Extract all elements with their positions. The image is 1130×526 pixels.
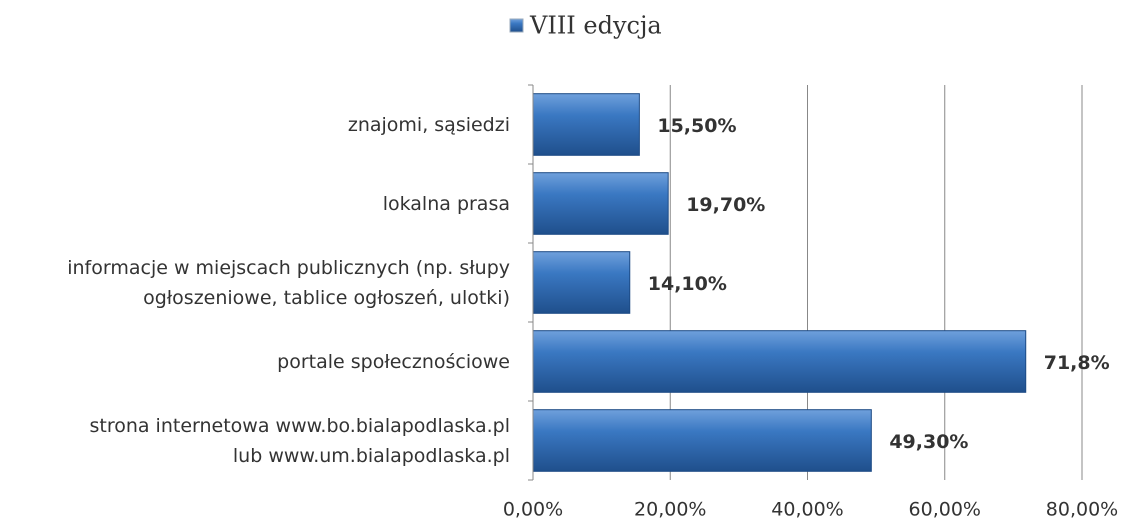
category-label: portale społecznościowe [277, 350, 510, 373]
legend-label: VIII edycja [529, 12, 662, 40]
data-label: 71,8% [1044, 352, 1110, 374]
category-label: strona internetowa www.bo.bialapodlaska.… [89, 414, 510, 467]
x-tick-label: 20,00% [634, 499, 706, 521]
bar [532, 172, 669, 235]
bar [532, 330, 1027, 393]
x-tick-label: 40,00% [771, 499, 843, 521]
bar [532, 93, 640, 156]
category-label: informacje w miejscach publicznych (np. … [67, 256, 510, 309]
category-label: lokalna prasa [382, 192, 510, 215]
data-label: 15,50% [657, 115, 736, 137]
bar [532, 409, 872, 472]
category-label: znajomi, sąsiedzi [347, 113, 510, 136]
x-tick-label: 80,00% [1046, 499, 1118, 521]
data-label: 19,70% [686, 194, 765, 216]
bar [532, 251, 631, 314]
data-label: 49,30% [889, 431, 968, 453]
x-tick-label: 0,00% [503, 499, 563, 521]
data-label: 14,10% [648, 273, 727, 295]
legend-swatch [509, 18, 524, 33]
x-tick-label: 60,00% [909, 499, 981, 521]
